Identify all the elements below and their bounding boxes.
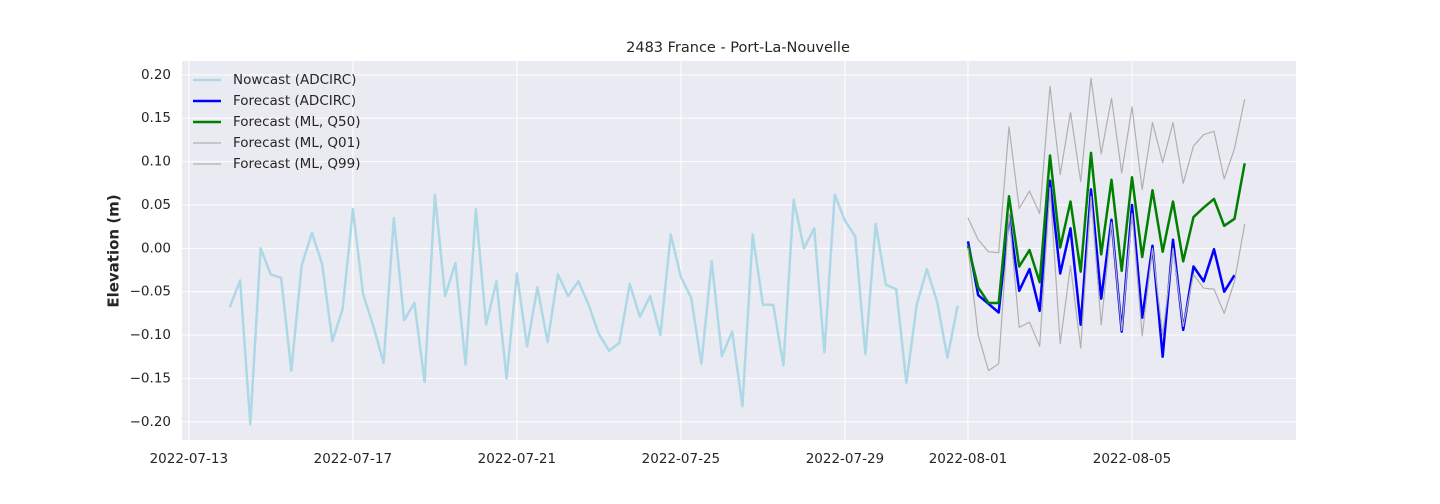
y-tick-label: −0.10: [130, 327, 171, 343]
legend-label: Forecast (ML, Q01): [233, 135, 361, 151]
legend-label: Forecast (ML, Q99): [233, 156, 361, 172]
x-tick-label: 2022-08-05: [1093, 451, 1171, 467]
y-tick-label: 0.10: [141, 154, 171, 170]
x-tick-label: 2022-07-29: [806, 451, 884, 467]
x-tick-label: 2022-07-25: [642, 451, 720, 467]
y-tick-label: 0.00: [141, 240, 171, 256]
y-tick-label: −0.15: [130, 370, 171, 386]
y-tick-label: 0.05: [141, 197, 171, 213]
series-line: [228, 193, 959, 426]
y-tick-label: −0.20: [130, 414, 171, 430]
x-tick-label: 2022-08-01: [929, 451, 1007, 467]
y-tick-label: 0.15: [141, 110, 171, 126]
series-line: [966, 179, 1236, 358]
x-tick-label: 2022-07-13: [150, 451, 228, 467]
x-tick-label: 2022-07-17: [314, 451, 392, 467]
series-line: [967, 77, 1246, 254]
legend-label: Forecast (ML, Q50): [233, 114, 361, 130]
legend-label: Nowcast (ADCIRC): [233, 72, 356, 88]
y-tick-label: 0.20: [141, 67, 171, 83]
series-line: [966, 151, 1246, 305]
legend-label: Forecast (ADCIRC): [233, 93, 356, 109]
chart-title: 2483 France - Port-La-Nouvelle: [626, 40, 850, 56]
y-axis-label: Elevation (m): [105, 194, 123, 307]
x-tick-label: 2022-07-21: [478, 451, 556, 467]
series-line: [967, 187, 1246, 372]
y-tick-label: −0.05: [130, 284, 171, 300]
